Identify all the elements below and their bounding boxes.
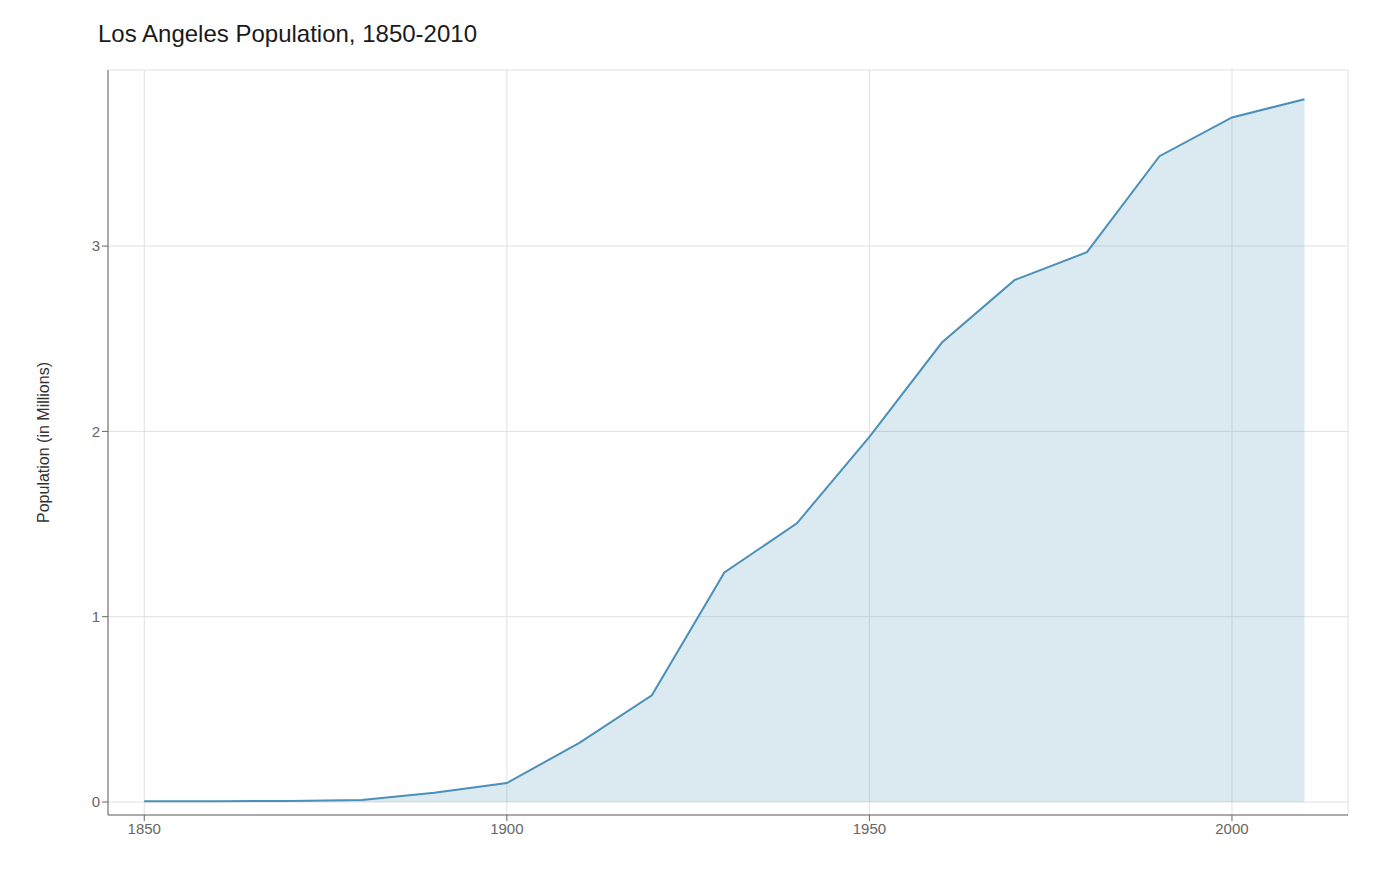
svg-text:2: 2 xyxy=(92,423,100,440)
svg-text:1900: 1900 xyxy=(490,820,523,837)
svg-text:Population (in Millions): Population (in Millions) xyxy=(35,362,52,523)
svg-text:3: 3 xyxy=(92,237,100,254)
svg-text:1950: 1950 xyxy=(853,820,886,837)
svg-text:0: 0 xyxy=(92,793,100,810)
svg-text:2000: 2000 xyxy=(1215,820,1248,837)
svg-text:1850: 1850 xyxy=(128,820,161,837)
html-text:Los Angeles Population, 1850-2: Los Angeles Population, 1850-2010 xyxy=(98,20,477,47)
svg-text:1: 1 xyxy=(92,608,100,625)
